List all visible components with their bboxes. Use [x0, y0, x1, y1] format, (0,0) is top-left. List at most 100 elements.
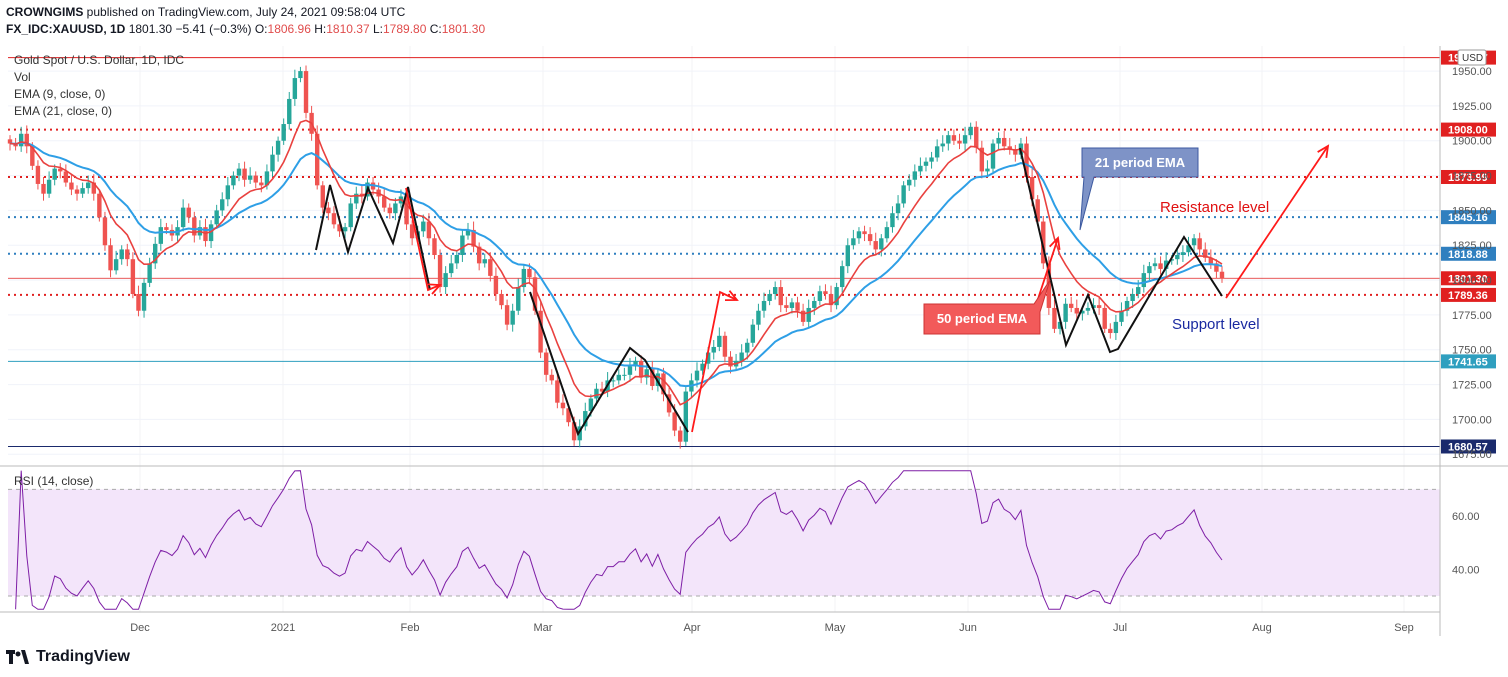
- candle-body: [482, 259, 487, 264]
- candle-body: [678, 430, 683, 442]
- level-badge: [1441, 287, 1496, 302]
- candle-body: [141, 282, 147, 311]
- candle-body: [616, 374, 621, 381]
- candle-body: [1197, 238, 1202, 250]
- candle-body: [510, 310, 515, 325]
- legend-ema9: EMA (9, close, 0): [14, 87, 106, 101]
- candle-body: [996, 137, 1001, 144]
- candle-body: [504, 305, 510, 325]
- legend-ema21: EMA (21, close, 0): [14, 104, 113, 118]
- open-label: O:: [254, 22, 268, 36]
- candle-body: [700, 363, 705, 371]
- candle-body: [644, 369, 649, 378]
- candle-body: [728, 356, 733, 367]
- candle-body: [717, 335, 722, 347]
- candle-body: [1074, 307, 1079, 314]
- x-tick-label: Apr: [683, 622, 700, 634]
- candle-body: [990, 143, 996, 169]
- candle-body: [476, 246, 482, 264]
- candle-body: [560, 402, 566, 409]
- candle-body: [1208, 257, 1214, 264]
- tradingview-logo-icon: [6, 650, 29, 664]
- ema21-callout-text: 21 period EMA: [1095, 155, 1186, 170]
- level-badge: [1441, 210, 1496, 225]
- level-label: 1845.16: [1448, 212, 1488, 224]
- candle-body: [817, 291, 823, 301]
- rsi-band: [8, 489, 1440, 596]
- arrow-apr: [691, 290, 738, 433]
- candle-body: [1113, 321, 1119, 334]
- level-badge: [1441, 246, 1496, 261]
- candle-body: [208, 224, 214, 242]
- candle-body: [823, 291, 828, 295]
- candle-body: [1124, 300, 1130, 311]
- candle-body: [962, 135, 968, 144]
- candle-body: [538, 310, 543, 353]
- rsi-pane: 60.00 40.00: [8, 470, 1480, 610]
- candle-body: [236, 168, 242, 176]
- x-tick-label: Mar: [534, 622, 553, 634]
- candle-body: [923, 161, 929, 166]
- candle-body: [784, 305, 789, 308]
- y-tick-label: 1925.00: [1452, 101, 1492, 113]
- candle-body: [97, 193, 102, 218]
- candle-body: [979, 147, 985, 172]
- level-label: 1680.57: [1448, 441, 1488, 453]
- candle-body: [303, 71, 309, 113]
- candle-body: [281, 124, 286, 141]
- candle-body: [1169, 259, 1174, 261]
- x-tick-label: Jul: [1113, 622, 1127, 634]
- candle-body: [1180, 252, 1186, 255]
- ohlc-bar: FX_IDC:XAUUSD, 1D 1801.30 −5.41 (−0.3%) …: [6, 22, 485, 36]
- candle-body: [471, 229, 476, 247]
- publish-info: CROWNGIMS published on TradingView.com, …: [6, 5, 405, 19]
- candle-body: [633, 360, 638, 367]
- candle-body: [627, 366, 633, 375]
- candle-body: [694, 370, 700, 381]
- axes: 1950.00 1925.00 1900.00 1875.00 1850.00 1825.…: [0, 46, 1508, 636]
- candle-body: [974, 126, 979, 148]
- candle-body: [812, 300, 817, 308]
- candle-body: [180, 207, 186, 228]
- candle-body: [879, 238, 884, 250]
- candle-body: [454, 255, 460, 264]
- close-value: 1801.30: [441, 22, 486, 36]
- candle-body: [566, 408, 571, 423]
- arrow-feb: [405, 187, 441, 292]
- candle-body: [985, 168, 990, 172]
- price-levels: 1959.671908.001873.991845.161818.881801.…: [8, 50, 1496, 454]
- candle-body: [895, 203, 901, 214]
- candle-body: [1136, 287, 1141, 295]
- candle-body: [409, 224, 415, 239]
- level-label: 1908.00: [1448, 125, 1488, 137]
- candle-body: [588, 398, 594, 412]
- candle-body: [527, 268, 532, 278]
- y-tick-label: 1875.00: [1452, 171, 1492, 183]
- candle-body: [532, 277, 538, 311]
- candle-body: [856, 231, 862, 239]
- candle-body: [63, 171, 69, 183]
- candles: [7, 65, 1225, 449]
- candle-body: [862, 231, 867, 235]
- candle-body: [918, 165, 923, 172]
- low-value: 1789.80: [383, 22, 427, 36]
- candle-body: [1007, 146, 1012, 150]
- candle-body: [125, 249, 130, 260]
- candle-body: [1186, 245, 1191, 253]
- candle-body: [867, 234, 873, 242]
- candle-body: [1068, 303, 1074, 308]
- candle-body: [745, 342, 750, 353]
- candle-body: [1057, 321, 1063, 329]
- candle-body: [387, 207, 392, 214]
- level-badge: [1441, 271, 1496, 286]
- level-badge: [1441, 122, 1496, 137]
- candle-body: [147, 263, 152, 283]
- candle-body: [756, 310, 761, 325]
- candle-body: [259, 182, 264, 186]
- publisher-name: CROWNGIMS: [6, 5, 84, 19]
- candle-body: [437, 255, 443, 288]
- y-tick-label: 1900.00: [1452, 136, 1492, 148]
- candle-body: [940, 143, 945, 147]
- legend-vol: Vol: [14, 70, 31, 84]
